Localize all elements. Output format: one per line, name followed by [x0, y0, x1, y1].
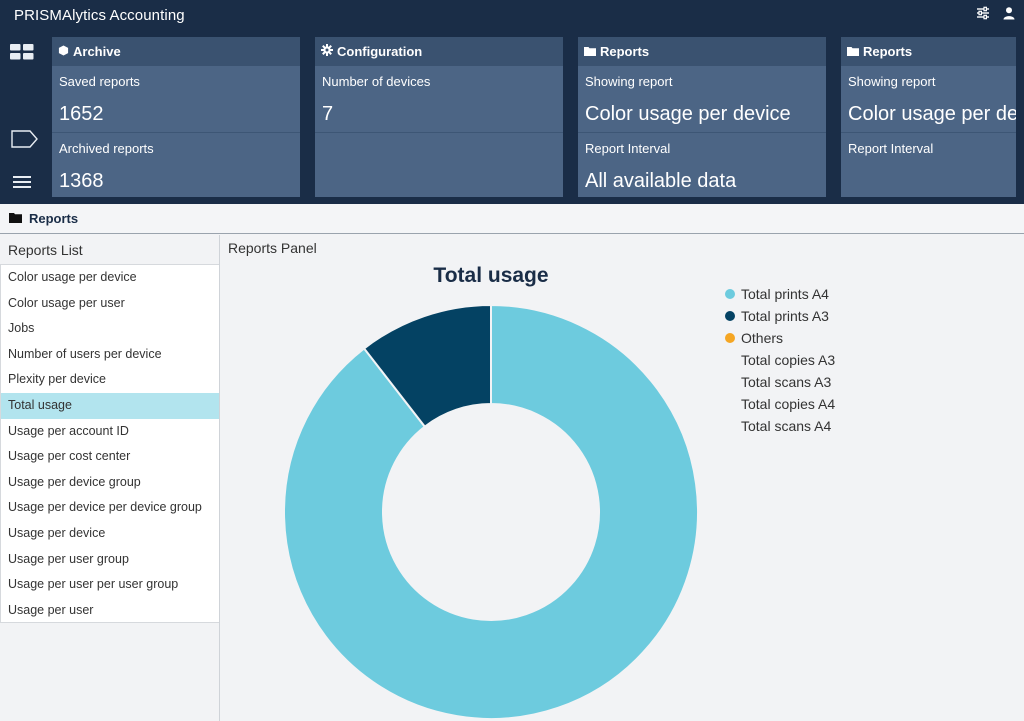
- cube-icon: [58, 44, 73, 59]
- tile-label: Showing report: [848, 74, 936, 89]
- legend-item[interactable]: Total prints A3: [725, 305, 835, 327]
- app-title: PRISMAlytics Accounting: [14, 6, 185, 24]
- tile-label: Report Interval: [848, 141, 934, 156]
- panel-divider: [219, 235, 220, 721]
- report-list-item[interactable]: Usage per device group: [8, 474, 141, 489]
- settings-sliders-icon[interactable]: [976, 6, 990, 20]
- tile-title: Reports: [600, 44, 650, 59]
- donut-slice[interactable]: [362, 303, 492, 429]
- report-list-item[interactable]: Color usage per device: [8, 270, 137, 284]
- legend-item[interactable]: Total scans A4: [725, 415, 835, 437]
- report-list-item[interactable]: Usage per user: [8, 602, 94, 617]
- donut-chart: [283, 303, 699, 720]
- reports-list-title: Reports List: [8, 241, 83, 258]
- tile-header: Reports: [841, 37, 1016, 66]
- tile-value: All available data: [585, 170, 737, 192]
- gear-icon: [321, 44, 337, 59]
- tile-header: Configuration: [315, 37, 563, 66]
- tile-title: Reports: [863, 44, 913, 59]
- report-list-item[interactable]: Number of users per device: [8, 346, 162, 361]
- reports-panel-title: Reports Panel: [228, 240, 317, 256]
- tile-title: Configuration: [337, 44, 423, 59]
- legend-dot-icon: [725, 377, 735, 387]
- tile-header: Reports: [578, 37, 826, 66]
- tile-value: Color usage per devi: [848, 103, 1016, 125]
- legend-dot-icon: [725, 311, 735, 321]
- configuration-tile[interactable]: Configuration Number of devices 7: [315, 37, 563, 197]
- report-list-item[interactable]: Color usage per user: [8, 295, 125, 310]
- tag-icon[interactable]: [11, 130, 39, 153]
- report-list-item[interactable]: Usage per device per device group: [8, 500, 202, 515]
- tile-label: Report Interval: [585, 141, 671, 156]
- report-list-item[interactable]: Jobs: [8, 321, 35, 336]
- breadcrumb-label[interactable]: Reports: [29, 211, 79, 226]
- legend-item[interactable]: Total copies A3: [725, 349, 835, 371]
- legend-dot-icon: [725, 421, 735, 431]
- left-nav: [0, 30, 44, 204]
- tile-label: Number of devices: [322, 74, 431, 89]
- report-list-item[interactable]: Total usage: [1, 392, 219, 419]
- dashboard: Archive Saved reports 1652 Archived repo…: [0, 30, 1024, 204]
- legend-item[interactable]: Others: [725, 327, 835, 349]
- tile-header: Archive: [52, 37, 300, 66]
- legend-label: Total scans A4: [741, 418, 832, 434]
- tile-value: 7: [322, 103, 334, 125]
- legend-item[interactable]: Total copies A4: [725, 393, 835, 415]
- legend-item[interactable]: Total prints A4: [725, 283, 835, 305]
- title-bar: PRISMAlytics Accounting: [0, 0, 1024, 30]
- donut-slice[interactable]: [283, 303, 699, 720]
- legend-dot-icon: [725, 399, 735, 409]
- breadcrumb: Reports: [0, 204, 1024, 234]
- legend-label: Total copies A3: [741, 352, 836, 368]
- report-list-item[interactable]: Plexity per device: [8, 372, 106, 387]
- tile-label: Showing report: [585, 74, 673, 89]
- tile-value: Color usage per device: [585, 103, 791, 125]
- menu-icon[interactable]: [12, 175, 32, 194]
- dashboard-grid-icon[interactable]: [10, 44, 34, 65]
- folder-icon: [847, 44, 863, 59]
- tile-value: 1368: [59, 170, 104, 192]
- folder-icon: [584, 44, 600, 59]
- legend-dot-icon: [725, 355, 735, 365]
- legend-label: Total prints A3: [741, 308, 829, 324]
- report-list-item[interactable]: Usage per device: [8, 525, 106, 540]
- legend-label: Others: [741, 330, 784, 346]
- report-list-item[interactable]: Usage per user per user group: [8, 577, 179, 592]
- report-list-item[interactable]: Usage per account ID: [8, 423, 129, 438]
- reports-list: Color usage per device Color usage per us…: [0, 264, 220, 623]
- archive-tile[interactable]: Archive Saved reports 1652 Archived repo…: [52, 37, 300, 197]
- chart-legend: Total prints A4 Total prints A3 Others Tota…: [725, 283, 835, 437]
- legend-item[interactable]: Total scans A3: [725, 371, 835, 393]
- tile-title: Archive: [73, 44, 121, 59]
- user-icon[interactable]: [1002, 6, 1016, 20]
- report-list-item[interactable]: Usage per user group: [8, 551, 129, 566]
- legend-label: Total copies A4: [741, 396, 836, 412]
- reports-tile-secondary[interactable]: Reports Showing report Color usage per d…: [841, 37, 1016, 197]
- chart-title: Total usage: [433, 264, 549, 287]
- legend-label: Total prints A4: [741, 286, 829, 302]
- tile-label: Saved reports: [59, 74, 140, 89]
- tile-value: 1652: [59, 103, 104, 125]
- legend-dot-icon: [725, 333, 735, 343]
- reports-tile[interactable]: Reports Showing report Color usage per d…: [578, 37, 826, 197]
- report-list-item[interactable]: Usage per cost center: [8, 449, 131, 464]
- legend-label: Total scans A3: [741, 374, 832, 390]
- tile-label: Archived reports: [59, 141, 154, 156]
- legend-dot-icon: [725, 289, 735, 299]
- folder-icon: [9, 211, 22, 226]
